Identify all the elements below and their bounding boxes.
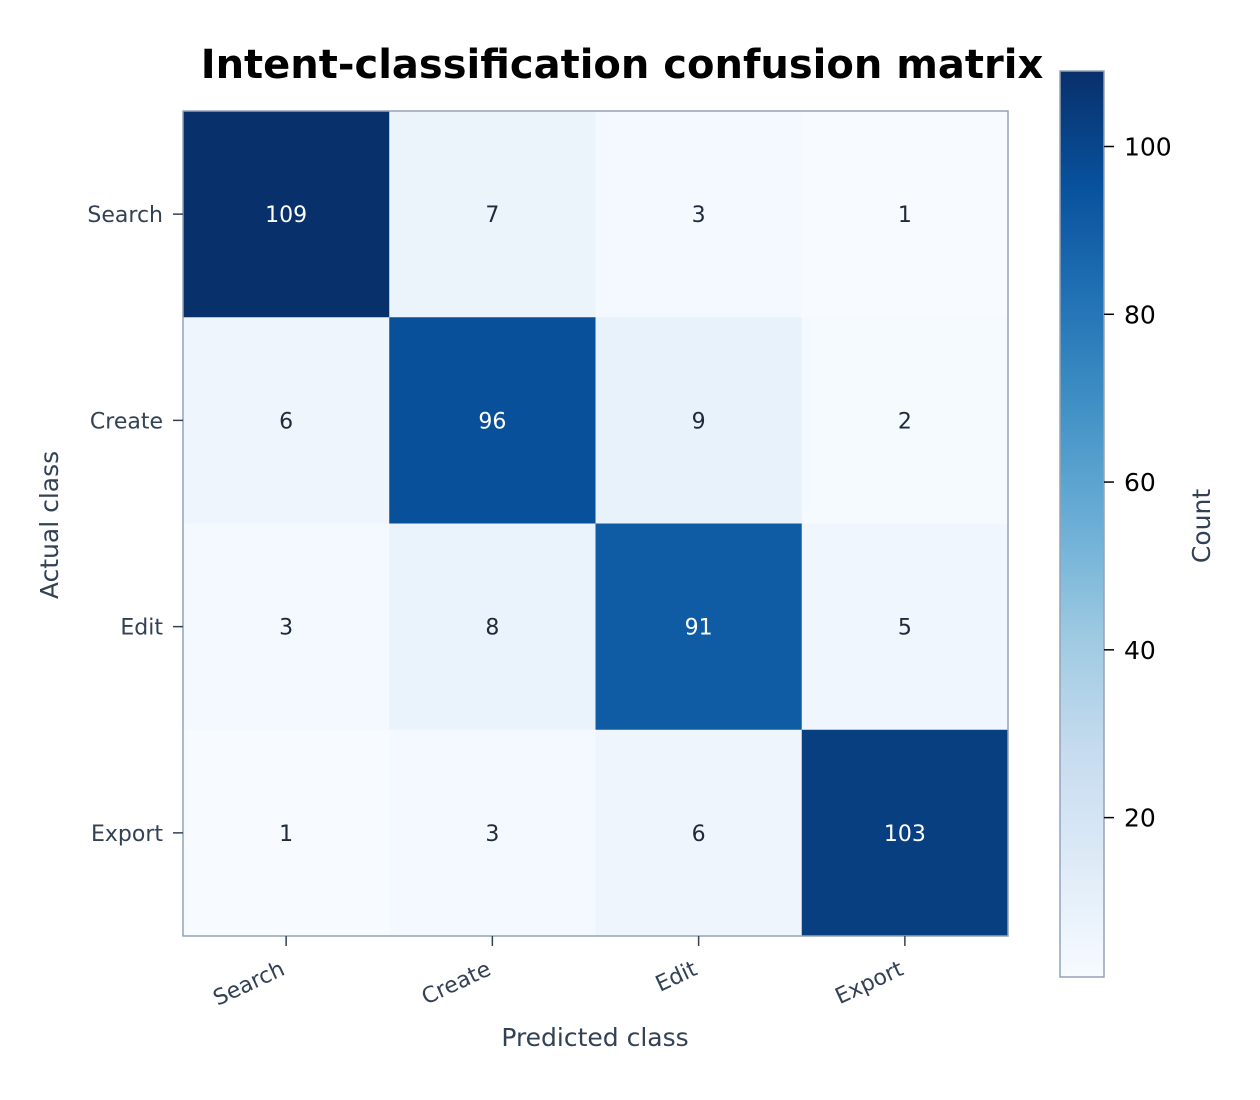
cell-search-create <box>389 111 596 318</box>
cell-search-search <box>183 111 390 318</box>
cell-export-edit <box>595 729 803 937</box>
cell-label-create-edit: 9 <box>692 409 706 434</box>
cell-label-edit-create: 8 <box>485 616 499 641</box>
cell-label-create-create: 96 <box>478 409 506 434</box>
cell-label-export-export: 103 <box>884 822 926 847</box>
cell-labels: 109 7 3 1 6 96 9 2 3 8 91 5 1 3 6 103 <box>265 203 926 847</box>
y-tick-label-search: Search <box>87 203 163 228</box>
cell-label-edit-edit: 91 <box>685 616 713 641</box>
x-axis-label: Predicted class <box>501 1023 688 1052</box>
cell-edit-edit <box>595 523 803 731</box>
cell-create-search <box>183 317 390 524</box>
y-axis-label: Actual class <box>35 451 64 599</box>
cell-label-edit-export: 5 <box>898 616 912 641</box>
cell-label-search-search: 109 <box>265 203 307 228</box>
cell-label-export-search: 1 <box>279 822 293 847</box>
x-tick-label-search: Search <box>210 957 289 1012</box>
colorbar-tick-label-100: 100 <box>1124 133 1172 162</box>
cell-label-edit-search: 3 <box>279 616 293 641</box>
cell-create-create <box>389 317 596 524</box>
colorbar <box>1059 70 1105 978</box>
chart-title: Intent-classification confusion matrix <box>201 42 1044 88</box>
plot-frame <box>182 110 1009 937</box>
cell-label-search-edit: 3 <box>692 203 706 228</box>
cell-label-export-edit: 6 <box>692 822 706 847</box>
colorbar-tick-label-20: 20 <box>1124 804 1156 833</box>
cell-search-edit <box>595 111 803 318</box>
cell-search-export <box>801 111 1009 318</box>
cell-edit-export <box>801 523 1009 731</box>
heatmap-cells <box>183 111 1009 937</box>
cell-label-create-search: 6 <box>279 409 293 434</box>
cell-edit-create <box>389 523 596 731</box>
colorbar-tick-label-80: 80 <box>1124 300 1156 329</box>
colorbar-ticks: 20 40 60 80 100 <box>1104 133 1172 833</box>
cell-export-create <box>389 729 596 937</box>
cell-create-edit <box>595 317 803 524</box>
y-tick-label-create: Create <box>90 409 163 434</box>
colorbar-tick-label-40: 40 <box>1124 636 1156 665</box>
x-tick-label-export: Export <box>832 957 908 1010</box>
x-tick-label-create: Create <box>418 957 495 1011</box>
colorbar-tick-label-60: 60 <box>1124 468 1156 497</box>
cell-export-export <box>801 729 1009 937</box>
y-tick-label-export: Export <box>91 822 163 847</box>
cell-label-search-export: 1 <box>898 203 912 228</box>
colorbar-label: Count <box>1187 489 1216 563</box>
y-tick-label-edit: Edit <box>120 616 163 641</box>
cell-label-create-export: 2 <box>898 409 912 434</box>
cell-label-export-create: 3 <box>485 822 499 847</box>
cell-create-export <box>801 317 1009 524</box>
cell-export-search <box>183 729 390 937</box>
cell-edit-search <box>183 523 390 731</box>
x-tick-label-edit: Edit <box>652 957 702 998</box>
y-axis-ticks: Search Create Edit Export <box>87 203 183 847</box>
cell-label-search-create: 7 <box>485 203 499 228</box>
x-axis-ticks: Search Create Edit Export <box>210 936 908 1011</box>
